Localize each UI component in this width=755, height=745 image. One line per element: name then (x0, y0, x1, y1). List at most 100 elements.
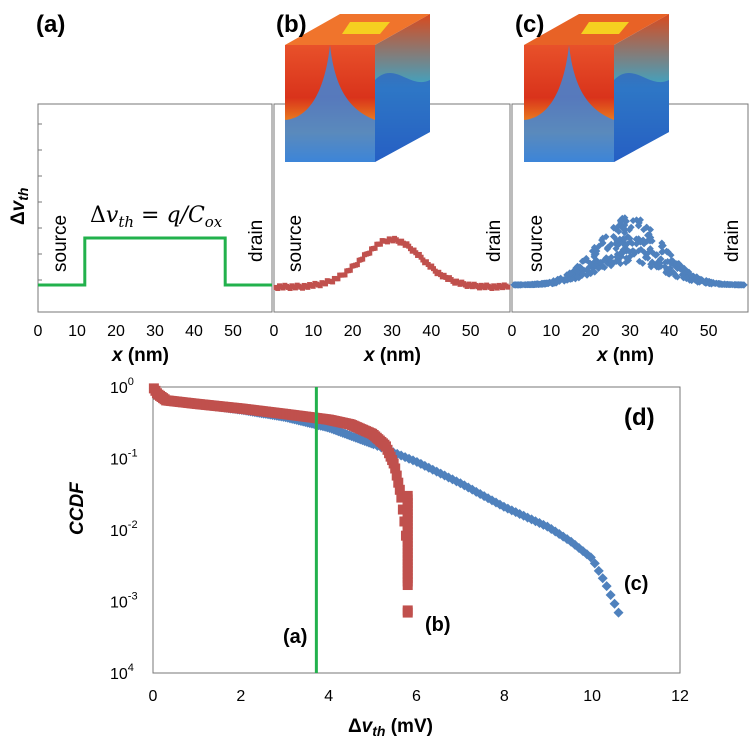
data-point (482, 285, 488, 291)
ccdf-x-tick-labels: 0 2 4 6 8 10 12 (149, 688, 689, 705)
data-point (411, 247, 417, 253)
data-point (582, 254, 590, 262)
data-point (505, 284, 511, 290)
x-tick-label: 50 (700, 323, 718, 340)
data-point (416, 251, 422, 257)
top-x-tick-labels: 0 10 20 30 40 50 0 10 20 30 40 50 0 10 20 30 40 50 (34, 323, 718, 340)
data-point (609, 233, 617, 241)
panel-a (37, 103, 273, 313)
data-point (396, 492, 407, 503)
source-label-a: source (50, 215, 71, 272)
x-tick-label: 6 (412, 688, 421, 705)
x-tick-label: 0 (508, 323, 517, 340)
data-point (635, 257, 643, 265)
data-point (739, 281, 747, 289)
source-label-b: source (285, 215, 306, 272)
data-point (589, 558, 600, 569)
data-point (393, 477, 404, 488)
data-point (335, 276, 341, 282)
data-point (645, 249, 653, 257)
y-tick-label: 104 (110, 662, 134, 683)
x-tick-label: 10 (583, 688, 601, 705)
x-tick-label: 40 (660, 323, 678, 340)
data-point (323, 281, 329, 287)
x-tick-label: 20 (582, 323, 600, 340)
data-point (612, 245, 620, 253)
data-point (622, 259, 630, 267)
data-point (489, 285, 495, 291)
data-point (647, 260, 655, 268)
data-point (714, 280, 722, 288)
data-point (616, 260, 624, 268)
x-axis-label-a: x (nm) (111, 345, 169, 366)
device-3d-image-b (285, 14, 430, 162)
data-point (647, 234, 655, 242)
drain-label-c: drain (722, 220, 743, 262)
drain-label-a: drain (246, 220, 267, 262)
x-tick-label: 10 (304, 323, 322, 340)
data-point (627, 223, 635, 231)
data-point (730, 281, 738, 289)
data-point (394, 484, 405, 495)
x-tick-label: 0 (34, 323, 43, 340)
panel-label-b: (b) (276, 11, 307, 38)
data-point (656, 259, 664, 267)
x-tick-label: 40 (185, 323, 203, 340)
data-point (621, 242, 629, 250)
drain-label-b: drain (484, 220, 505, 262)
x-tick-label: 12 (671, 688, 689, 705)
data-point (367, 250, 373, 256)
x-tick-label: 8 (500, 688, 509, 705)
y-tick-label: 10-2 (110, 519, 138, 540)
x-axis-label-c: x (nm) (596, 345, 654, 366)
data-point (330, 279, 336, 285)
data-point (300, 285, 306, 291)
data-point (597, 573, 608, 584)
data-point (602, 254, 610, 262)
panel-c-marks (510, 214, 748, 289)
data-point (653, 251, 661, 259)
data-point (515, 281, 523, 289)
data-point (688, 272, 696, 280)
y-tick-label: 10-1 (110, 448, 138, 469)
data-point (317, 283, 323, 289)
data-point (626, 235, 634, 243)
top-y-axis-label: Δvth (8, 188, 31, 225)
data-point (372, 245, 378, 251)
curve-label-c: (c) (624, 573, 648, 595)
data-point (609, 598, 620, 609)
data-point (636, 216, 644, 224)
data-point (287, 286, 293, 292)
data-point (360, 256, 366, 262)
panel-a-step-line (38, 236, 272, 287)
data-point (586, 259, 594, 267)
panel-d (148, 383, 681, 674)
data-point (661, 262, 669, 270)
data-point (390, 238, 396, 244)
data-point (591, 268, 599, 276)
data-point (418, 254, 424, 260)
panel-label-d: (d) (624, 404, 655, 431)
panel-label-a: (a) (36, 11, 65, 38)
data-point (310, 283, 316, 289)
data-point (477, 285, 483, 291)
data-point (407, 246, 413, 252)
x-tick-label: 10 (68, 323, 86, 340)
panel-label-c: (c) (515, 11, 544, 38)
x-tick-label: 10 (542, 323, 560, 340)
ccdf-y-tick-labels: 100 10-1 10-2 10-3 104 (110, 376, 138, 683)
data-point (604, 243, 612, 251)
x-tick-label: 20 (344, 323, 362, 340)
data-point (659, 248, 667, 256)
data-point (535, 280, 543, 288)
source-label-c: source (526, 215, 547, 272)
x-axis-label-b: x (nm) (363, 345, 421, 366)
ccdf-series-b (148, 383, 413, 618)
data-point (391, 470, 402, 481)
data-point (622, 217, 630, 225)
data-point (628, 240, 636, 248)
data-point (592, 250, 600, 258)
curve-label-a: (a) (283, 626, 307, 648)
